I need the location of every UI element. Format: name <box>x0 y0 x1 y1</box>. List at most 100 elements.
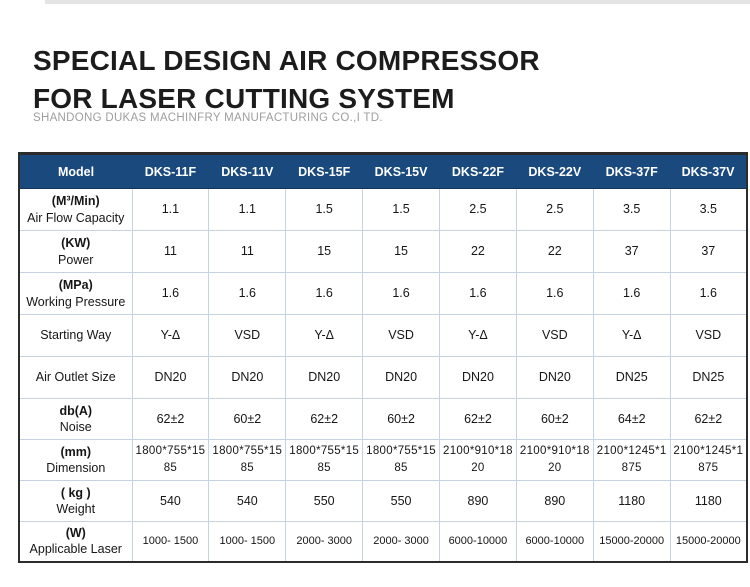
page-title: SPECIAL DESIGN AIR COMPRESSOR FOR LASER … <box>33 42 540 118</box>
value-cell: 1180 <box>592 480 671 522</box>
company-name: SHANDONG DUKAS MACHINFRY MANUFACTURING C… <box>33 112 383 124</box>
value-cell: 2.5 <box>515 188 594 231</box>
table-row: (W) Applicable Laser 1000- 1500 1000- 1500 2… <box>18 521 748 562</box>
value-cell: DN25 <box>592 356 671 399</box>
value-cell: 62±2 <box>669 398 748 440</box>
row-unit: ( kg ) <box>60 485 91 500</box>
table-row: ( kg ) Weight 540 540 550 550 890 890 1180 1180 <box>18 480 748 522</box>
value-cell: 62±2 <box>131 398 210 440</box>
value-cell: 1.1 <box>208 188 287 231</box>
row-label-cell: db(A) Noise <box>18 398 133 440</box>
row-unit: db(A) <box>59 403 93 418</box>
value-cell: 3.5 <box>592 188 671 231</box>
value-cell: 1180 <box>669 480 748 522</box>
value-cell: 37 <box>592 230 671 273</box>
value-cell: 2100*910*1820 <box>515 439 594 481</box>
row-unit: (MPa) <box>58 278 93 293</box>
table-row: Starting Way Y-Δ VSD Y-Δ VSD Y-Δ VSD Y-Δ VSD <box>18 314 748 357</box>
value-cell: 1.1 <box>131 188 210 231</box>
value-cell: 22 <box>439 230 517 273</box>
value-cell: 1.6 <box>439 272 517 315</box>
value-cell: Y-Δ <box>285 314 364 357</box>
value-cell: VSD <box>515 314 594 357</box>
value-cell: 1800*755*1585 <box>208 439 287 481</box>
row-label-cell: (mm) Dimension <box>18 439 133 481</box>
row-unit: (M³/Min) <box>51 194 100 209</box>
value-cell: 1.6 <box>362 272 440 315</box>
value-cell: 1.6 <box>515 272 594 315</box>
value-cell: 1.6 <box>669 272 748 315</box>
row-name: Dimension <box>46 461 106 475</box>
table-row: Air Outlet Size DN20 DN20 DN20 DN20 DN20 DN20 D… <box>18 356 748 399</box>
model-corner-header: Model <box>19 153 132 189</box>
table-row: (M³/Min) Air Flow Capacity 1.1 1.1 1.5 1.5 2.5… <box>18 188 748 231</box>
value-cell: 1800*755*1585 <box>285 439 364 481</box>
row-label-cell: (W) Applicable Laser <box>18 521 133 562</box>
value-cell: 550 <box>362 480 440 522</box>
row-label-cell: Starting Way <box>18 314 133 357</box>
value-cell: Y-Δ <box>592 314 671 357</box>
row-name: Air Outlet Size <box>35 370 116 385</box>
model-column-header: DKS-11F <box>132 153 209 189</box>
value-cell: 37 <box>669 230 748 273</box>
value-cell: 550 <box>285 480 364 522</box>
value-cell: 1.6 <box>285 272 364 315</box>
value-cell: VSD <box>669 314 748 357</box>
spec-table: Model DKS-11F DKS-11V DKS-15F DKS-15V DKS-22F… <box>18 152 748 563</box>
value-cell: DN20 <box>439 356 517 399</box>
table-row: db(A) Noise 62±2 60±2 62±2 60±2 62±2 60±2 64±2 62… <box>18 398 748 440</box>
value-cell: 2000- 3000 <box>285 521 364 562</box>
value-cell: Y-Δ <box>131 314 210 357</box>
value-cell: 6000-10000 <box>439 521 517 562</box>
page-title-line2: FOR LASER CUTTING SYSTEM <box>33 83 455 114</box>
model-column-header: DKS-22F <box>439 153 517 189</box>
value-cell: 15 <box>285 230 364 273</box>
value-cell: DN20 <box>131 356 210 399</box>
header-row: Model DKS-11F DKS-11V DKS-15F DKS-15V DKS-22F… <box>19 153 747 189</box>
value-cell: 540 <box>208 480 287 522</box>
value-cell: 15000-20000 <box>592 521 671 562</box>
value-cell: 1.5 <box>285 188 364 231</box>
value-cell: 2.5 <box>439 188 517 231</box>
table-row: (mm) Dimension 1800*755*1585 1800*755*1585 1… <box>18 439 748 481</box>
value-cell: 1.6 <box>131 272 210 315</box>
value-cell: 2100*1245*1875 <box>669 439 748 481</box>
row-unit: (mm) <box>60 444 92 459</box>
model-column-header: DKS-11V <box>208 153 286 189</box>
value-cell: 2000- 3000 <box>362 521 440 562</box>
value-cell: DN25 <box>669 356 748 399</box>
top-decorative-strip <box>45 0 750 4</box>
value-cell: DN20 <box>362 356 440 399</box>
row-name: Air Flow Capacity <box>27 210 125 225</box>
value-cell: 11 <box>208 230 287 273</box>
value-cell: 2100*1245*1875 <box>592 439 671 481</box>
spec-table-header: Model DKS-11F DKS-11V DKS-15F DKS-15V DKS-22F… <box>19 153 747 189</box>
table-row: (MPa) Working Pressure 1.6 1.6 1.6 1.6 1.6 1.6 1… <box>18 272 748 315</box>
page-title-line1: SPECIAL DESIGN AIR COMPRESSOR <box>33 45 540 76</box>
value-cell: 1.5 <box>362 188 440 231</box>
value-cell: 22 <box>515 230 594 273</box>
value-cell: Y-Δ <box>439 314 517 357</box>
model-column-header: DKS-15F <box>285 153 363 189</box>
value-cell: 1.6 <box>208 272 287 315</box>
value-cell: 1000- 1500 <box>208 521 287 562</box>
row-unit: (W) <box>65 526 86 540</box>
row-name: Applicable Laser <box>29 542 122 557</box>
model-column-header: DKS-37V <box>670 153 747 189</box>
value-cell: 15 <box>362 230 440 273</box>
value-cell: 2100*910*1820 <box>439 439 517 481</box>
row-label-cell: (MPa) Working Pressure <box>18 272 133 315</box>
value-cell: 60±2 <box>208 398 287 440</box>
value-cell: 11 <box>131 230 210 273</box>
row-unit: (KW) <box>61 236 91 251</box>
row-label-cell: ( kg ) Weight <box>18 480 133 522</box>
spec-table-body: (M³/Min) Air Flow Capacity 1.1 1.1 1.5 1.5 2.5… <box>18 188 748 562</box>
row-label-cell: (KW) Power <box>18 230 133 273</box>
row-label-cell: (M³/Min) Air Flow Capacity <box>18 188 133 231</box>
value-cell: 1800*755*1585 <box>131 439 210 481</box>
row-name: Working Pressure <box>26 294 126 309</box>
row-name: Noise <box>59 420 92 434</box>
value-cell: 1800*755*1585 <box>362 439 440 481</box>
table-row: (KW) Power 11 11 15 15 22 22 37 37 <box>18 230 748 273</box>
value-cell: 62±2 <box>439 398 517 440</box>
